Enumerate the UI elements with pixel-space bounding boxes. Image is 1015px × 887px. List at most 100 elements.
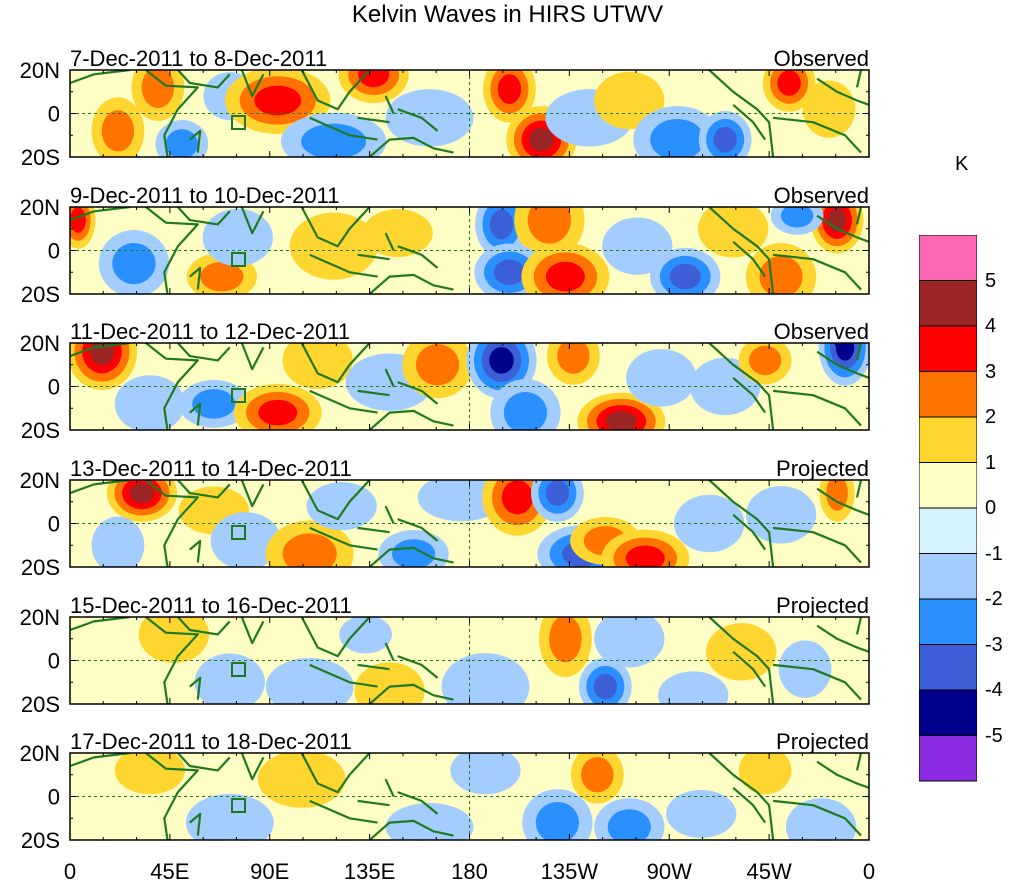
contour-level	[112, 242, 156, 285]
anomaly-blob	[658, 671, 729, 704]
contour-level	[529, 127, 554, 152]
colorbar-label: -5	[985, 724, 1003, 747]
y-tick-label: 0	[48, 375, 60, 400]
colorbar	[919, 235, 977, 782]
anomaly-blob	[626, 349, 697, 407]
coastline	[368, 683, 454, 704]
coastline	[368, 819, 454, 840]
contour-level	[658, 671, 729, 704]
coastline	[772, 799, 862, 837]
anomaly-blob	[306, 482, 377, 531]
anomaly-blob	[570, 753, 624, 804]
contour-level	[306, 482, 377, 531]
contour-level	[129, 483, 155, 504]
contour-level	[497, 74, 522, 105]
contour-level	[535, 801, 580, 840]
colorbar-box	[919, 462, 977, 509]
panel-status: Projected	[776, 729, 869, 754]
contour-level	[385, 803, 474, 840]
contour-level	[289, 212, 378, 280]
coastline	[240, 70, 265, 98]
contour-level	[745, 486, 817, 544]
colorbar-label: -4	[985, 679, 1003, 701]
contour-level	[503, 391, 548, 430]
y-tick-label: 20N	[20, 331, 60, 356]
anomaly-blob	[385, 803, 474, 840]
coastline	[189, 266, 202, 290]
coastline	[772, 526, 862, 564]
contour-level	[282, 343, 353, 390]
colorbar-box	[919, 689, 977, 736]
coastline	[300, 70, 371, 111]
contour-level	[501, 480, 534, 515]
anomaly-blob	[810, 207, 864, 254]
contour-level	[545, 480, 570, 506]
anomaly-blob	[131, 70, 185, 121]
anomaly-blob	[70, 343, 138, 390]
region-box	[231, 252, 246, 267]
coastline	[309, 505, 439, 551]
y-tick-label: 20N	[20, 195, 60, 220]
anomaly-blob	[450, 753, 521, 795]
coastline	[772, 253, 862, 291]
colorbar-box	[919, 644, 977, 691]
anomaly-blob	[91, 97, 145, 157]
panel-date-range: 17-Dec-2011 to 18-Dec-2011	[70, 729, 352, 754]
anomaly-blob	[547, 343, 600, 385]
y-tick-label: 20S	[21, 828, 60, 853]
contour-level	[527, 207, 572, 244]
contour-level	[357, 70, 390, 88]
anomaly-blob	[114, 753, 186, 795]
anomaly-blob	[674, 494, 745, 553]
colorbar-label: -1	[985, 542, 1003, 565]
coastline	[70, 617, 199, 704]
contour-level	[114, 753, 186, 795]
y-tick-label: 20N	[20, 468, 60, 493]
x-tick-label: 45W	[746, 859, 792, 884]
coastline	[189, 676, 202, 700]
contour-level	[138, 617, 210, 664]
coastline	[189, 539, 202, 563]
anomaly-blob	[594, 71, 665, 130]
x-tick-label: 135W	[540, 859, 599, 884]
coastline	[816, 753, 869, 789]
anomaly-blob	[770, 207, 824, 235]
coastline	[70, 480, 199, 567]
coastline	[368, 409, 454, 430]
anomaly-blob	[531, 480, 584, 522]
coastline	[309, 232, 439, 278]
contour-level	[777, 70, 801, 96]
anomaly-blob	[338, 70, 409, 104]
contour-level	[650, 118, 705, 157]
region-box	[231, 525, 246, 540]
y-tick-label: 20S	[21, 555, 60, 580]
anomaly-blob	[362, 209, 433, 258]
y-tick-label: 20N	[20, 605, 60, 630]
panel-6: 20N 0 20S 17-Dec-2011 to 18-Dec-2011 Project…	[20, 729, 870, 853]
region-box	[231, 388, 246, 403]
colorbar-box	[919, 235, 977, 281]
coastline	[240, 207, 265, 235]
anomaly-blob	[706, 623, 777, 681]
contour-level	[713, 126, 737, 153]
contour-level	[835, 343, 855, 361]
coastline	[300, 343, 371, 384]
anomaly-blob	[698, 207, 769, 258]
coastline	[177, 207, 231, 226]
anomaly-blob	[257, 753, 346, 808]
coastline	[240, 343, 265, 371]
colorbar-box	[919, 507, 977, 554]
anomaly-blob	[594, 798, 665, 840]
y-tick-label: 20N	[20, 58, 60, 83]
contour-level	[257, 753, 346, 808]
contour-level	[780, 207, 814, 228]
coastline	[708, 480, 775, 567]
contour-level	[391, 539, 436, 567]
anomaly-blob	[698, 110, 752, 157]
contour-level	[70, 207, 86, 233]
coastline	[816, 343, 869, 379]
x-tick-label: 180	[451, 859, 488, 884]
y-tick-label: 20S	[21, 282, 60, 307]
y-tick-label: 0	[48, 512, 60, 537]
anomaly-blob	[114, 375, 186, 430]
